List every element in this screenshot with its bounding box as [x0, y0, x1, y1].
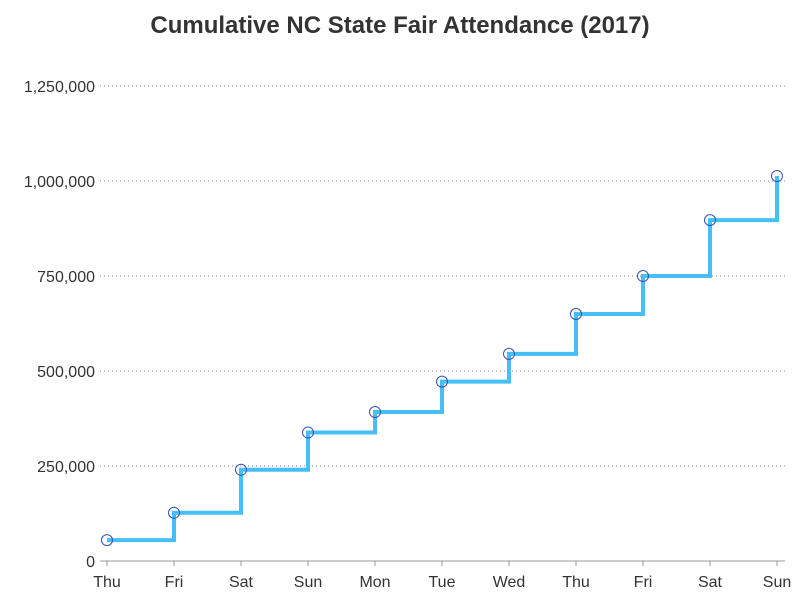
x-tick-label: Sat — [698, 574, 723, 591]
x-tick-label: Fri — [634, 574, 653, 591]
y-tick-label: 1,250,000 — [24, 79, 95, 96]
x-tick-label: Tue — [429, 574, 456, 591]
data-point — [503, 347, 515, 360]
data-point — [101, 534, 113, 547]
y-tick-label: 500,000 — [37, 364, 95, 381]
x-tick-label: Sat — [229, 574, 254, 591]
data-point — [771, 170, 783, 183]
x-tick-label: Mon — [359, 574, 390, 591]
data-point — [436, 375, 448, 388]
y-tick-label: 0 — [86, 554, 95, 571]
x-tick-label: Thu — [93, 574, 121, 591]
x-tick-label: Thu — [562, 574, 590, 591]
y-tick-label: 250,000 — [37, 459, 95, 476]
x-tick-label: Sun — [294, 574, 322, 591]
data-point — [369, 406, 381, 419]
data-point — [570, 308, 582, 320]
series-step-line — [107, 176, 779, 543]
data-point — [235, 463, 247, 476]
data-point — [168, 506, 180, 519]
x-axis: Thu Fri Sat Sun Mon Tue Wed Thu Fri Sat Sun — [93, 560, 791, 591]
series — [101, 170, 783, 547]
chart-title: Cumulative NC State Fair Attendance (201… — [150, 12, 649, 39]
data-point — [704, 214, 716, 227]
x-tick-label: Fri — [165, 574, 184, 591]
y-tick-label: 750,000 — [37, 269, 95, 286]
y-tick-label: 1,000,000 — [24, 174, 95, 191]
x-tick-label: Sun — [763, 574, 791, 591]
data-point — [637, 270, 649, 282]
data-point — [302, 426, 314, 439]
y-axis: 0 250,000 500,000 750,000 1,000,000 1,250,000 — [24, 79, 95, 571]
x-tick-label: Wed — [493, 574, 526, 591]
